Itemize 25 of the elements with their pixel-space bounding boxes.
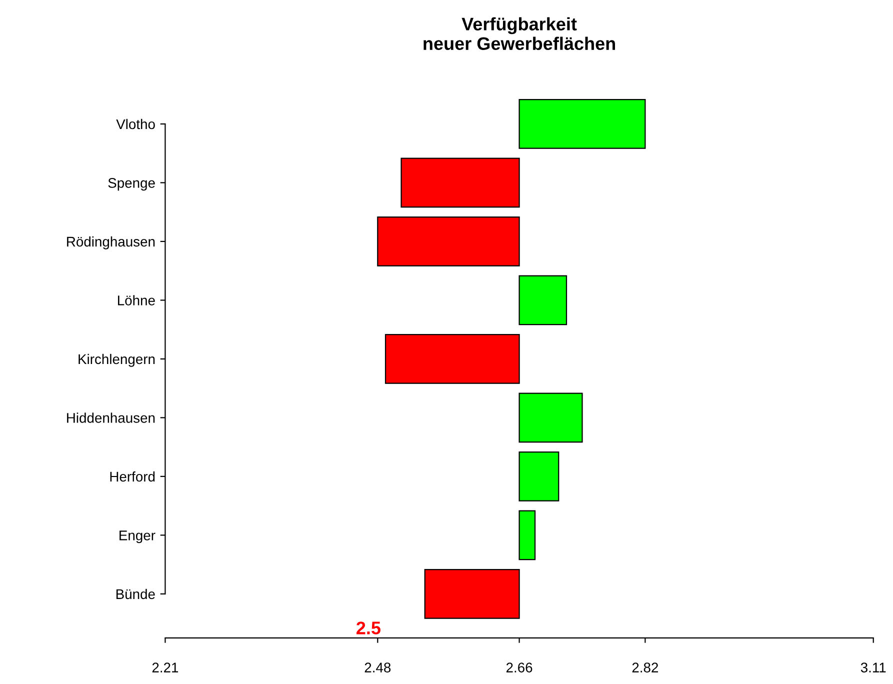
x-tick-label: 2.21 [152,662,178,672]
bar [518,99,646,149]
bar [384,334,520,384]
text: 2.5 [356,622,380,634]
chart-title: Verfügbarkeit neuer Gewerbeflächen [424,17,615,50]
bar [518,275,568,326]
y-tick-label: Bünde [116,588,155,600]
x-tick-label: 2.66 [506,662,532,672]
y-tick-label: Vlotho [116,118,155,130]
y-tick-label: Rödinghausen [67,236,155,250]
bar [518,510,536,560]
bar [424,568,520,619]
bar [518,451,560,502]
y-tick-label: Hiddenhausen [67,412,155,423]
y-tick-label: Spenge [108,178,155,191]
x-tick-label: 3.11 [860,662,886,672]
x-tick-label: 2.48 [364,662,391,672]
y-tick-label: Kirchlengern [78,354,155,367]
bar [377,216,520,266]
y-tick-label: Enger [120,530,156,544]
bar [518,392,583,443]
x-tick-label: 2.82 [632,662,658,672]
y-tick-label: Herford [110,471,155,482]
bar [400,158,520,208]
y-tick-label: Löhne [118,295,155,306]
